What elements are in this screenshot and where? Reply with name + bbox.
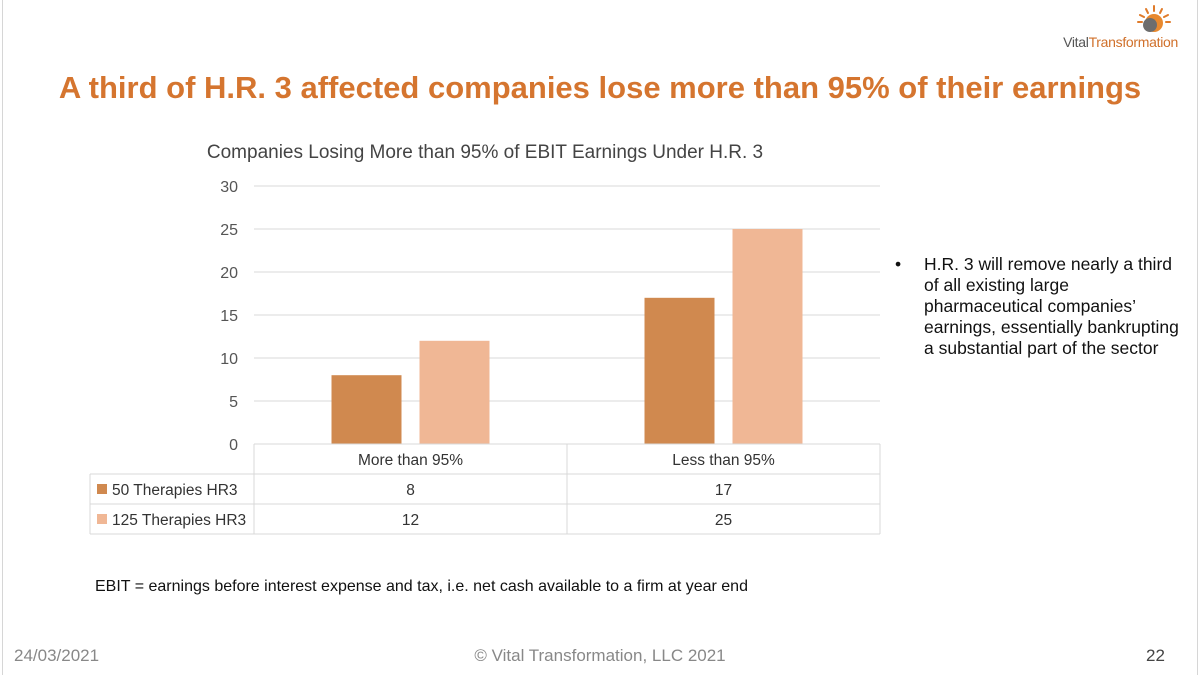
y-tick-label: 0: [229, 437, 238, 454]
legend-swatch: [97, 514, 107, 524]
y-tick-label: 10: [220, 351, 238, 368]
bar: [331, 375, 402, 444]
slide-left-border: [2, 0, 3, 675]
slide-right-border: [1197, 0, 1198, 675]
category-label: Less than 95%: [672, 452, 775, 469]
y-tick-label: 30: [220, 179, 238, 196]
bar-chart: 0 5 10 15 20 25 30 More than 95% Less than 95% 50…: [89, 179, 881, 535]
bullet-text: H.R. 3 will remove nearly a third of all…: [924, 254, 1179, 358]
legend-label: 50 Therapies HR3: [112, 482, 238, 499]
y-tick-label: 5: [229, 394, 238, 411]
footer-copyright: © Vital Transformation, LLC 2021: [474, 646, 726, 665]
y-tick-label: 25: [220, 222, 238, 239]
page-number: 22: [1146, 646, 1165, 665]
y-tick-label: 20: [220, 265, 238, 282]
legend-label: 125 Therapies HR3: [112, 512, 246, 529]
data-label: 8: [406, 482, 415, 499]
bar: [644, 297, 715, 444]
category-label: More than 95%: [358, 452, 463, 469]
data-label: 12: [402, 512, 419, 529]
chart-title: Companies Losing More than 95% of EBIT E…: [206, 142, 764, 163]
vital-transformation-logo: VitalTransformation: [1028, 4, 1178, 50]
ebit-footnote: EBIT = earnings before interest expense …: [95, 578, 748, 595]
slide-title: A third of H.R. 3 affected companies los…: [58, 70, 1142, 105]
footer-date: 24/03/2021: [14, 646, 100, 665]
logo-wordmark: VitalTransformation: [1063, 34, 1178, 50]
bar: [419, 340, 490, 444]
sun-logo-icon: [1137, 5, 1171, 32]
legend-swatch: [97, 484, 107, 494]
y-tick-label: 15: [220, 308, 238, 325]
data-label: 17: [715, 482, 732, 499]
bullet-marker: •: [895, 254, 902, 274]
data-label: 25: [715, 512, 732, 529]
bar: [732, 229, 803, 444]
